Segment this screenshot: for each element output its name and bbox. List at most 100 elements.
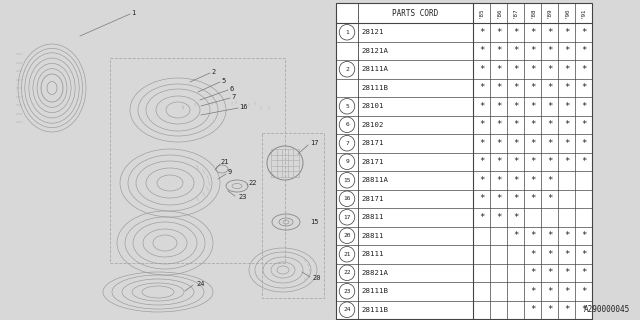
Text: *: * xyxy=(547,231,552,240)
Text: '91: '91 xyxy=(581,8,586,18)
Text: *: * xyxy=(513,231,518,240)
Text: *: * xyxy=(513,176,518,185)
Text: *: * xyxy=(530,139,535,148)
Text: *: * xyxy=(530,65,535,74)
Text: 9: 9 xyxy=(345,159,349,164)
Text: 21: 21 xyxy=(343,252,351,257)
Text: '85: '85 xyxy=(479,8,484,18)
Text: *: * xyxy=(513,157,518,166)
Text: 28111B: 28111B xyxy=(361,85,388,91)
Text: *: * xyxy=(547,194,552,203)
Text: *: * xyxy=(513,213,518,222)
Text: 1: 1 xyxy=(345,30,349,35)
Text: 20: 20 xyxy=(343,233,351,238)
Text: '86: '86 xyxy=(496,8,501,18)
Text: *: * xyxy=(547,120,552,129)
Text: 28811: 28811 xyxy=(361,233,383,239)
Text: *: * xyxy=(530,120,535,129)
Text: *: * xyxy=(547,28,552,37)
Text: 28121A: 28121A xyxy=(361,48,388,54)
Text: 22: 22 xyxy=(343,270,351,275)
Text: 23: 23 xyxy=(238,194,246,200)
Text: 24: 24 xyxy=(196,281,205,287)
Text: *: * xyxy=(496,213,501,222)
Text: *: * xyxy=(530,287,535,296)
Text: *: * xyxy=(479,28,484,37)
Text: *: * xyxy=(581,231,586,240)
Text: 1: 1 xyxy=(131,10,135,16)
Text: *: * xyxy=(547,139,552,148)
Text: *: * xyxy=(564,231,569,240)
Text: *: * xyxy=(581,305,586,314)
Bar xyxy=(336,3,592,319)
Text: *: * xyxy=(581,28,586,37)
Text: *: * xyxy=(496,102,501,111)
Text: *: * xyxy=(564,65,569,74)
Text: *: * xyxy=(479,139,484,148)
Text: PARTS CORD: PARTS CORD xyxy=(392,9,438,18)
Text: *: * xyxy=(479,65,484,74)
Text: *: * xyxy=(496,46,501,55)
Text: *: * xyxy=(564,250,569,259)
Text: 15: 15 xyxy=(343,178,351,183)
Text: *: * xyxy=(564,28,569,37)
Text: *: * xyxy=(547,176,552,185)
Text: 6: 6 xyxy=(229,86,233,92)
Text: *: * xyxy=(547,305,552,314)
Text: *: * xyxy=(530,194,535,203)
Text: 28111: 28111 xyxy=(361,251,383,257)
Text: *: * xyxy=(530,231,535,240)
Text: *: * xyxy=(513,139,518,148)
Text: *: * xyxy=(530,102,535,111)
Text: 28171: 28171 xyxy=(361,196,383,202)
Text: 28811A: 28811A xyxy=(361,177,388,183)
Text: *: * xyxy=(496,194,501,203)
Text: 16: 16 xyxy=(239,104,248,110)
Text: *: * xyxy=(547,65,552,74)
Text: *: * xyxy=(564,305,569,314)
Text: 28101: 28101 xyxy=(361,103,383,109)
Text: 20: 20 xyxy=(312,275,321,281)
Text: *: * xyxy=(530,46,535,55)
Text: 2: 2 xyxy=(345,67,349,72)
Text: *: * xyxy=(479,194,484,203)
Text: 28821A: 28821A xyxy=(361,270,388,276)
Text: *: * xyxy=(530,157,535,166)
Text: *: * xyxy=(581,250,586,259)
Text: 9: 9 xyxy=(228,169,232,175)
Text: 24: 24 xyxy=(343,307,351,312)
Text: 28121: 28121 xyxy=(361,29,383,35)
Text: 28111A: 28111A xyxy=(361,66,388,72)
Text: 28111B: 28111B xyxy=(361,307,388,313)
Text: *: * xyxy=(547,46,552,55)
Text: *: * xyxy=(530,250,535,259)
Text: 28171: 28171 xyxy=(361,140,383,146)
Text: *: * xyxy=(547,287,552,296)
Text: '87: '87 xyxy=(513,8,518,18)
Text: *: * xyxy=(581,120,586,129)
Text: *: * xyxy=(547,157,552,166)
Text: *: * xyxy=(564,102,569,111)
Text: 7: 7 xyxy=(231,94,236,100)
Text: *: * xyxy=(513,102,518,111)
Text: *: * xyxy=(513,120,518,129)
Text: *: * xyxy=(547,268,552,277)
Text: 17: 17 xyxy=(343,215,351,220)
Text: *: * xyxy=(530,176,535,185)
Text: *: * xyxy=(564,287,569,296)
Text: *: * xyxy=(547,250,552,259)
Text: *: * xyxy=(513,194,518,203)
Text: *: * xyxy=(547,102,552,111)
Text: A290000045: A290000045 xyxy=(584,305,630,314)
Text: *: * xyxy=(496,157,501,166)
Text: 6: 6 xyxy=(345,122,349,127)
Text: 2: 2 xyxy=(211,69,215,75)
Bar xyxy=(262,133,324,298)
Text: *: * xyxy=(581,46,586,55)
Text: *: * xyxy=(564,46,569,55)
Text: *: * xyxy=(496,83,501,92)
Text: *: * xyxy=(564,268,569,277)
Text: 28811: 28811 xyxy=(361,214,383,220)
Text: *: * xyxy=(479,157,484,166)
Text: *: * xyxy=(581,139,586,148)
